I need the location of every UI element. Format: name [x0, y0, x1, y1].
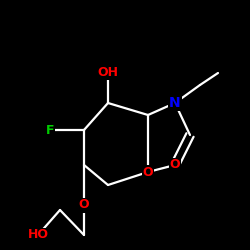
Text: HO: HO — [28, 228, 48, 241]
Text: O: O — [79, 198, 89, 211]
Text: F: F — [46, 124, 54, 136]
Text: N: N — [169, 96, 181, 110]
Text: O: O — [143, 166, 153, 178]
Text: O: O — [170, 158, 180, 172]
Text: OH: OH — [98, 66, 118, 78]
